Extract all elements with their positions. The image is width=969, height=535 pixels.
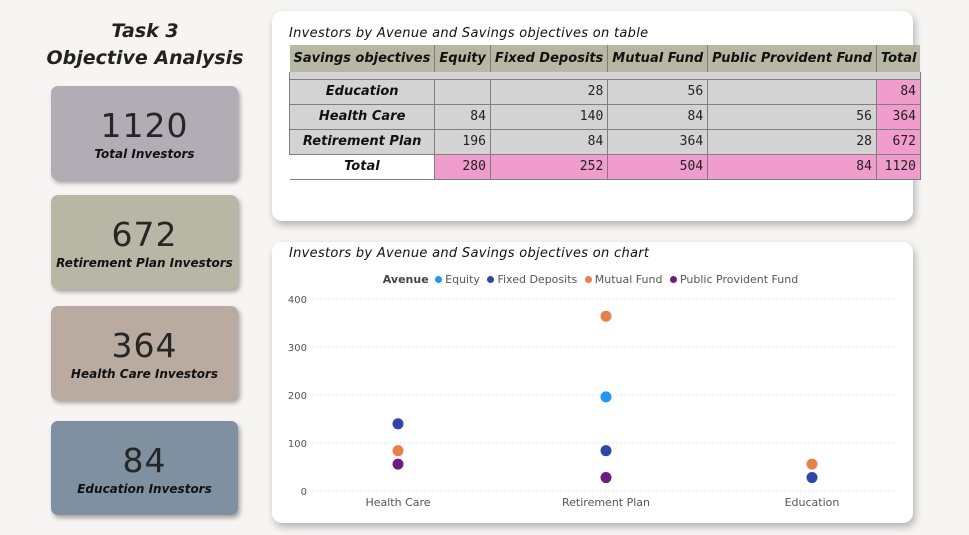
column-header[interactable]: Total: [876, 45, 921, 72]
column-header[interactable]: Mutual Fund: [607, 45, 709, 72]
kpi-label: Education Investors: [77, 482, 212, 496]
table-cell: [434, 78, 491, 105]
table-cell: 84: [434, 103, 491, 130]
y-tick-label: 100: [288, 439, 307, 450]
legend-label: Public Provident Fund: [679, 273, 799, 286]
data-point[interactable]: [392, 458, 404, 470]
data-point[interactable]: [600, 445, 612, 457]
table-cell-total: 280: [434, 153, 491, 180]
chart-legend: Avenue Equity Fixed Deposits Mutual Fund…: [272, 273, 913, 286]
matrix-table[interactable]: Savings objectives Equity Fixed Deposits…: [288, 45, 921, 180]
column-header[interactable]: Public Provident Fund: [707, 45, 877, 72]
table-cell-grand-total: 1120: [875, 153, 921, 180]
total-row-header: Total: [289, 153, 436, 180]
legend-item-mutual-fund[interactable]: Mutual Fund: [584, 273, 663, 286]
table-row[interactable]: Education 28 56 84: [288, 78, 921, 105]
page-title: Task 3 Objective Analysis: [40, 18, 250, 72]
table-cell: 28: [489, 78, 609, 105]
kpi-value: 672: [111, 215, 178, 254]
table-cell-total: 252: [489, 153, 609, 180]
table-panel: Investors by Avenue and Savings objectiv…: [272, 11, 921, 221]
x-tick-label: Health Care: [365, 496, 430, 509]
legend-item-equity[interactable]: Equity: [435, 273, 480, 286]
y-tick-label: 200: [288, 391, 307, 402]
legend-item-fixed-deposits[interactable]: Fixed Deposits: [487, 273, 577, 286]
column-header[interactable]: Fixed Deposits: [490, 45, 609, 72]
page-title-line1: Task 3: [111, 20, 179, 42]
table-cell: 84: [607, 103, 709, 130]
y-tick-label: 0: [301, 487, 307, 498]
y-tick-label: 400: [288, 295, 307, 306]
kpi-label: Total Investors: [94, 147, 195, 161]
row-header: Education: [288, 78, 436, 105]
column-header[interactable]: Equity: [434, 45, 491, 72]
kpi-card-health-care[interactable]: 364 Health Care Investors: [51, 306, 238, 400]
data-point[interactable]: [600, 310, 612, 322]
table-header-row: Savings objectives Equity Fixed Deposits…: [289, 45, 921, 72]
table-cell: 196: [434, 128, 491, 155]
table-cell: [707, 78, 877, 105]
column-header[interactable]: Savings objectives: [289, 45, 436, 72]
kpi-value: 1120: [100, 106, 189, 145]
table-cell-total: 364: [875, 103, 921, 130]
data-point[interactable]: [392, 445, 404, 457]
table-cell: 84: [489, 128, 609, 155]
table-cell: 140: [489, 103, 609, 130]
row-header: Health Care: [288, 103, 436, 130]
table-cell-total: 84: [875, 78, 921, 105]
table-cell: 364: [607, 128, 709, 155]
legend-item-ppf[interactable]: Public Provident Fund: [669, 273, 799, 286]
legend-title: Avenue: [382, 273, 429, 286]
chart-panel: Investors by Avenue and Savings objectiv…: [272, 242, 913, 523]
kpi-value: 364: [111, 326, 178, 365]
legend-dot-icon: [487, 276, 495, 283]
table-cell-total: 672: [875, 128, 921, 155]
y-tick-label: 300: [288, 343, 307, 354]
legend-dot-icon: [584, 276, 592, 283]
table-panel-title: Investors by Avenue and Savings objectiv…: [289, 26, 649, 41]
table-row[interactable]: Retirement Plan 196 84 364 28 672: [288, 128, 921, 155]
row-header: Retirement Plan: [288, 128, 436, 155]
kpi-card-education[interactable]: 84 Education Investors: [51, 421, 238, 515]
data-point[interactable]: [392, 418, 404, 430]
data-point[interactable]: [600, 472, 612, 484]
kpi-label: Retirement Plan Investors: [56, 256, 233, 270]
chart-panel-title: Investors by Avenue and Savings objectiv…: [289, 246, 650, 261]
table-total-row[interactable]: Total 280 252 504 84 1120: [289, 153, 921, 180]
legend-label: Fixed Deposits: [497, 273, 578, 286]
data-point[interactable]: [806, 458, 818, 470]
legend-dot-icon: [435, 276, 443, 283]
legend-label: Mutual Fund: [594, 273, 663, 286]
x-tick-label: Education: [785, 496, 840, 509]
kpi-card-retirement-plan[interactable]: 672 Retirement Plan Investors: [51, 195, 238, 289]
kpi-card-total-investors[interactable]: 1120 Total Investors: [51, 86, 238, 180]
legend-dot-icon: [669, 276, 677, 283]
page-title-line2: Objective Analysis: [46, 47, 244, 69]
table-row[interactable]: Health Care 84 140 84 56 364: [288, 103, 921, 130]
table-cell: 56: [607, 78, 709, 105]
table-cell-total: 504: [607, 153, 709, 180]
table-cell: 28: [707, 128, 877, 155]
kpi-value: 84: [122, 441, 167, 480]
data-point[interactable]: [806, 472, 818, 484]
scatter-chart[interactable]: 0 100 200 300 400 Health Care Retirement Plan E…: [272, 242, 913, 523]
table-cell: 56: [707, 103, 877, 130]
kpi-label: Health Care Investors: [70, 367, 219, 381]
data-point[interactable]: [600, 391, 612, 403]
x-tick-label: Retirement Plan: [562, 496, 650, 509]
table-cell-total: 84: [707, 153, 877, 180]
table-spacer: [289, 72, 921, 79]
legend-label: Equity: [445, 273, 480, 286]
